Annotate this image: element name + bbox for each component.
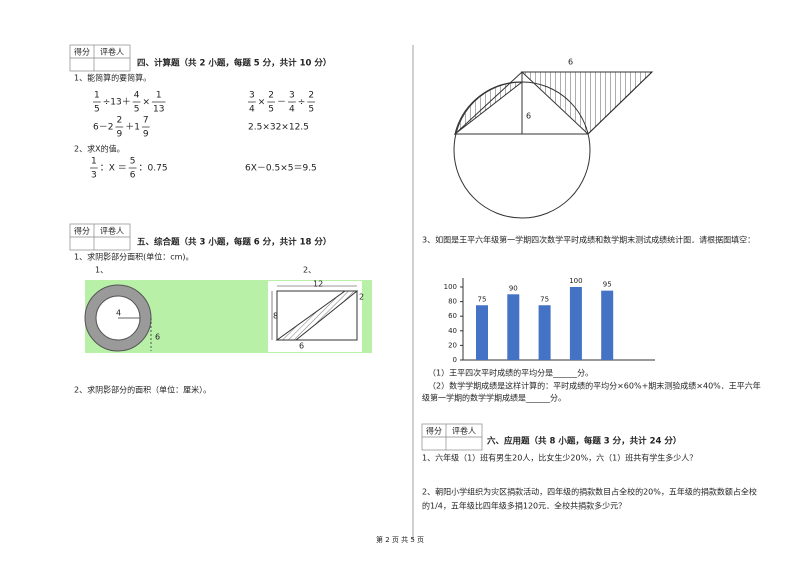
numerator: 2 [308, 91, 314, 101]
bar [476, 305, 488, 360]
value-label: 90 [509, 284, 518, 292]
figure-label: 4 [116, 309, 121, 318]
rectangle [276, 290, 358, 341]
question: 1、求阴影部分面积(单位：cm)。 [74, 252, 194, 262]
shaded-strip [275, 290, 359, 341]
bar [507, 294, 520, 360]
figure-label: 6 [526, 112, 531, 121]
question: 的1/4，五年级比四年级多捐120元．全校共捐款多少元？ [422, 501, 626, 511]
shaded-triangle [520, 71, 654, 135]
question: 2、朝阳小学组织为灾区捐款活动，四年级的捐款数目占全校的20%，五年级的捐款数额… [422, 487, 757, 497]
figure-label: 2 [359, 293, 364, 302]
denominator: 9 [116, 130, 122, 140]
value-label: 95 [603, 281, 612, 289]
figure-label: 8 [273, 312, 278, 321]
expression-text: － [277, 98, 286, 108]
expression-text: ：X ＝ [100, 164, 127, 174]
figure-label: 6 [299, 342, 304, 351]
bar [569, 287, 582, 360]
numerator: 4 [134, 91, 140, 101]
score-label: 得分 [74, 47, 90, 57]
question: 2、求阴影部分的面积（单位：厘米）。 [74, 385, 211, 395]
grader-label: 评卷人 [452, 426, 476, 436]
expression-text: × [142, 98, 150, 108]
expression-text: ＋1 [125, 122, 140, 133]
expression-text: 6X－0.5×5＝9.5 [245, 164, 317, 174]
expression-text: × [258, 98, 266, 108]
numerator: 2 [268, 91, 274, 101]
numerator: 1 [91, 157, 97, 167]
y-tick-label: 0 [453, 356, 457, 364]
denominator: 5 [268, 105, 274, 115]
figure-label: 6 [568, 58, 573, 67]
question: （2）数学学期成绩是这样计算的：平时成绩的平均分×60%+期末测验成绩×40%．… [428, 381, 761, 391]
denominator: 13 [153, 105, 164, 115]
section-heading: 五、综合题（共 3 小题，每题 6 分，共计 18 分） [137, 237, 331, 248]
numerator: 7 [143, 116, 149, 126]
numerator: 3 [249, 91, 255, 101]
question: 3、如图是王平六年级第一学期四次数学平时成绩和数学期末测试成绩统计图．请根据图填… [422, 235, 755, 245]
numerator: 5 [130, 157, 136, 167]
denominator: 6 [130, 171, 136, 181]
expression-text: ：0.75 [139, 164, 168, 174]
figure-label: 12 [313, 280, 323, 289]
y-tick-label: 40 [448, 327, 457, 335]
denominator: 4 [249, 105, 255, 115]
grader-label: 评卷人 [100, 226, 124, 236]
score-label: 得分 [426, 426, 442, 436]
question: 1、六年级（1）班有男生20人，比女生少20%，六（1）班共有学生多少人？ [422, 453, 697, 463]
y-tick-label: 60 [448, 312, 457, 320]
page-footer: 第 2 页 共 5 页 [376, 535, 424, 544]
question: 1、能简算的要简算。 [74, 73, 151, 83]
grader-label: 评卷人 [100, 47, 124, 57]
question: 2、求X的值。 [74, 144, 125, 154]
expression-text: ÷ [298, 98, 306, 108]
numerator: 1 [156, 91, 162, 101]
denominator: 5 [94, 105, 100, 115]
score-label: 得分 [74, 226, 90, 236]
expression-text: 2.5×32×12.5 [248, 123, 309, 133]
denominator: 5 [308, 105, 314, 115]
question: （1）王平四次平时成绩的平均分是______分。 [428, 368, 593, 378]
numerator: 2 [116, 116, 122, 126]
section-heading: 六、应用题（共 8 小题，每题 3 分，共计 24 分） [487, 436, 681, 447]
y-tick-label: 20 [448, 341, 457, 349]
denominator: 5 [134, 105, 140, 115]
expression-text: ÷13＋ [103, 97, 131, 108]
question: 级第一学期的数学学期成绩是______分。 [422, 393, 566, 403]
expression-text: 6－2 [93, 123, 113, 133]
figure-label: 6 [155, 333, 160, 342]
sub-label: 2、 [303, 266, 316, 275]
denominator: 3 [91, 171, 97, 181]
bar [538, 305, 551, 360]
bar [601, 290, 614, 360]
value-label: 75 [478, 295, 487, 303]
section-heading: 四、计算题（共 2 小题，每题 5 分，共计 10 分） [137, 58, 331, 69]
denominator: 9 [143, 130, 149, 140]
numerator: 3 [289, 91, 295, 101]
value-label: 75 [540, 295, 549, 303]
numerator: 1 [94, 91, 100, 101]
value-label: 100 [569, 277, 582, 285]
y-tick-label: 100 [444, 283, 457, 291]
y-tick-label: 80 [448, 298, 457, 306]
sub-label: 1、 [95, 266, 108, 275]
denominator: 4 [289, 105, 295, 115]
shaded-segment [454, 81, 524, 136]
